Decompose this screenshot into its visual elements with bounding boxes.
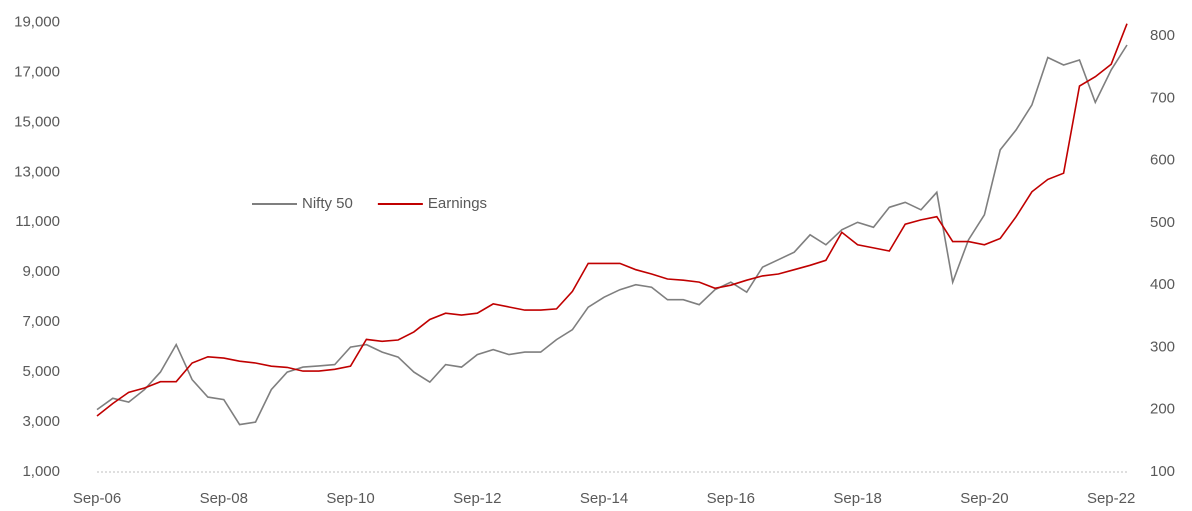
y-tick-label: 17,000 [14, 63, 60, 80]
y-tick-label: 1,000 [22, 463, 60, 480]
y-tick-label: 9,000 [22, 263, 60, 280]
y2-tick-label: 200 [1150, 401, 1175, 418]
y2-tick-label: 100 [1150, 463, 1175, 480]
y2-tick-label: 300 [1150, 338, 1175, 355]
y2-tick-label: 700 [1150, 89, 1175, 106]
series-line [96, 44, 1128, 426]
x-tick-label: Sep-08 [200, 490, 248, 507]
x-tick-label: Sep-12 [453, 490, 501, 507]
x-tick-label: Sep-14 [580, 490, 628, 507]
x-tick-label: Sep-18 [833, 490, 881, 507]
x-tick-label: Sep-22 [1087, 490, 1135, 507]
y-tick-label: 15,000 [14, 113, 60, 130]
x-tick-label: Sep-06 [73, 490, 121, 507]
y2-tick-label: 500 [1150, 214, 1175, 231]
series-line [96, 23, 1128, 417]
y2-tick-label: 600 [1150, 152, 1175, 169]
y-tick-label: 19,000 [14, 13, 60, 30]
y-tick-label: 3,000 [22, 413, 60, 430]
x-tick-label: Sep-10 [326, 490, 374, 507]
y-tick-label: 13,000 [14, 163, 60, 180]
x-tick-label: Sep-16 [707, 490, 755, 507]
y2-tick-label: 400 [1150, 276, 1175, 293]
y2-tick-label: 800 [1150, 27, 1175, 44]
y-tick-label: 11,000 [15, 213, 60, 230]
y-tick-label: 7,000 [22, 313, 60, 330]
legend-label: Nifty 50 [302, 195, 353, 212]
y-tick-label: 5,000 [22, 363, 60, 380]
x-tick-label: Sep-20 [960, 490, 1008, 507]
legend-label: Earnings [428, 195, 487, 212]
